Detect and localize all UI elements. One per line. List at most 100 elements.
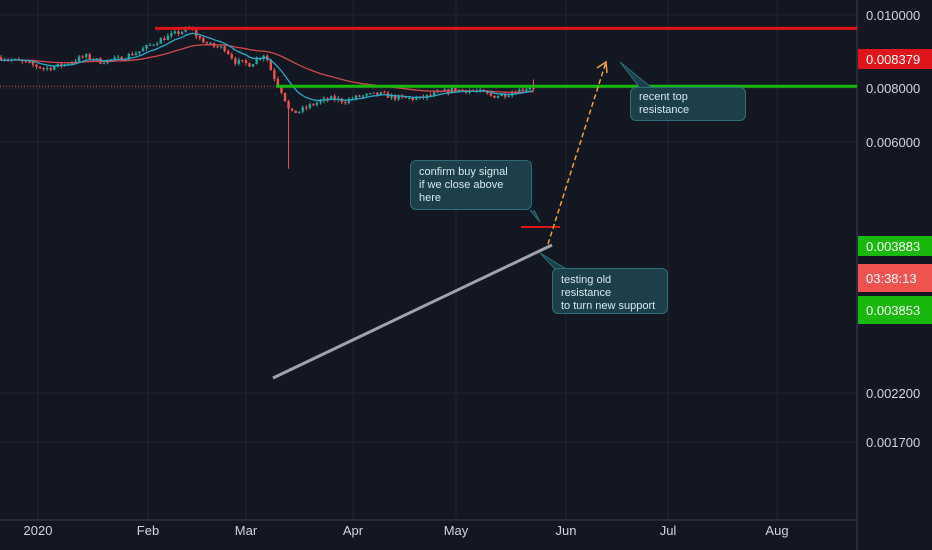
candle-body <box>234 58 237 64</box>
candle-body <box>489 93 493 96</box>
candle-body <box>227 51 230 55</box>
candle-body <box>223 46 226 52</box>
candle-body <box>312 104 315 106</box>
candle-body <box>500 93 503 97</box>
candle-body <box>273 70 276 79</box>
note-confirm-pointer <box>529 209 541 223</box>
candle-body <box>28 61 31 63</box>
last-price-label: 0.003853 <box>866 302 921 318</box>
candle-body <box>134 53 138 56</box>
candle-body <box>290 108 294 111</box>
candle-body <box>248 62 251 67</box>
candle-body <box>241 59 244 61</box>
price-axis: 0.010000 0.008000 0.006000 0.002200 0.001700 <box>866 8 920 450</box>
note-support-pointer <box>539 252 569 271</box>
candle-body <box>24 61 28 63</box>
candle-body <box>429 94 432 96</box>
x-tick-label: Mar <box>235 523 258 538</box>
candle-body <box>42 68 45 70</box>
candle-body <box>287 101 290 109</box>
candle-body <box>432 92 436 96</box>
rising-trendline[interactable] <box>272 243 553 380</box>
candle-body <box>138 51 141 54</box>
candle-body <box>358 95 361 97</box>
candle-body <box>45 67 49 69</box>
candle-body <box>454 88 457 92</box>
candle-body <box>276 78 280 86</box>
candle-body <box>230 54 233 59</box>
candle-body <box>244 60 248 63</box>
candle-body <box>479 89 482 91</box>
candle-body <box>280 85 283 93</box>
candle-body <box>369 93 372 95</box>
x-tick-label: Jul <box>660 523 677 538</box>
candle-body <box>493 95 496 98</box>
candle-body <box>269 59 272 71</box>
candle-body <box>173 31 177 34</box>
y-tick-label: 0.010000 <box>866 8 920 23</box>
candle-body <box>170 33 173 36</box>
candle-body <box>219 46 223 48</box>
candle-body <box>145 45 148 49</box>
support-price-label: 0.003883 <box>866 238 921 254</box>
candle-body <box>127 53 130 60</box>
note-resistance-pointer <box>619 61 653 89</box>
candle-body <box>390 94 393 98</box>
candle-body <box>507 95 510 97</box>
candle-body <box>514 92 517 94</box>
candle-body <box>166 35 170 41</box>
candle-body <box>329 96 333 100</box>
candle-body <box>376 92 379 95</box>
y-tick-label: 0.002200 <box>866 386 920 401</box>
candle-body <box>294 110 297 114</box>
candle-body <box>319 100 322 103</box>
candle-body <box>532 87 535 89</box>
candle-body <box>177 31 180 34</box>
ema-fast-line <box>0 32 534 102</box>
candle-body <box>283 92 287 102</box>
y-tick-label: 0.001700 <box>866 435 920 450</box>
candle-body <box>60 63 63 66</box>
note-confirm-buy[interactable]: confirm buy signal if we close above her… <box>410 160 532 210</box>
candle-body <box>49 67 52 70</box>
resistance-price-label: 0.008379 <box>866 51 921 67</box>
x-tick-label: May <box>444 523 469 538</box>
candle-body <box>120 56 123 61</box>
candle-body <box>202 38 205 43</box>
candle-body <box>496 96 500 98</box>
candle-body <box>361 95 365 97</box>
countdown-label: 03:38:13 <box>866 270 917 286</box>
candle-body <box>156 43 159 45</box>
y-tick-label: 0.008000 <box>866 81 920 96</box>
candle-body <box>77 56 81 62</box>
support-price-tag: 0.003883 <box>858 236 932 256</box>
time-axis: 2020 Feb Mar Apr May Jun Jul Aug <box>24 523 789 538</box>
x-tick-label: Aug <box>765 523 788 538</box>
candle-body <box>393 94 397 100</box>
ema-slow-line <box>0 44 534 94</box>
candle-body <box>141 48 145 52</box>
candle-body <box>198 36 201 39</box>
candle-body <box>354 95 358 99</box>
candle-body <box>131 53 134 56</box>
note-testing-support[interactable]: testing old resistance to turn new suppo… <box>552 268 668 314</box>
candle-body <box>528 87 532 90</box>
candle-body <box>38 66 42 69</box>
candle-body <box>102 63 106 65</box>
candle-body <box>116 56 120 58</box>
candle-body <box>301 107 304 112</box>
candle-body <box>344 101 347 103</box>
note-confirm-buy-text: confirm buy signal if we close above her… <box>419 166 508 204</box>
note-top-resistance[interactable]: recent top resistance <box>630 87 746 121</box>
candle-body <box>81 56 84 58</box>
candle-body <box>85 54 88 57</box>
note-top-resistance-text: recent top resistance <box>639 91 690 116</box>
last-price-tag: 0.003853 <box>858 296 932 324</box>
y-tick-label: 0.006000 <box>866 135 920 150</box>
candle-body <box>461 89 464 91</box>
candle-body <box>159 38 162 44</box>
candle-body <box>305 107 308 109</box>
candle-body <box>383 92 386 94</box>
